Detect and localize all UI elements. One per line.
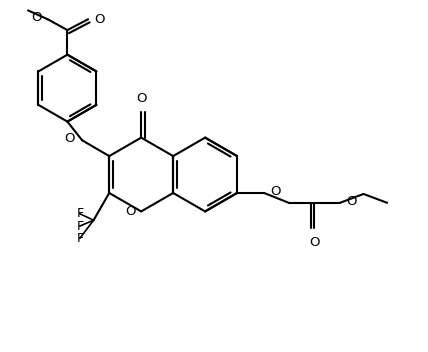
Text: O: O — [346, 195, 357, 208]
Text: O: O — [64, 132, 75, 145]
Text: F: F — [76, 220, 83, 233]
Text: O: O — [94, 13, 104, 26]
Text: F: F — [76, 232, 83, 245]
Text: O: O — [125, 205, 136, 218]
Text: O: O — [309, 236, 320, 249]
Text: O: O — [31, 11, 42, 24]
Text: F: F — [76, 207, 83, 220]
Text: O: O — [136, 92, 146, 105]
Text: O: O — [270, 185, 281, 198]
